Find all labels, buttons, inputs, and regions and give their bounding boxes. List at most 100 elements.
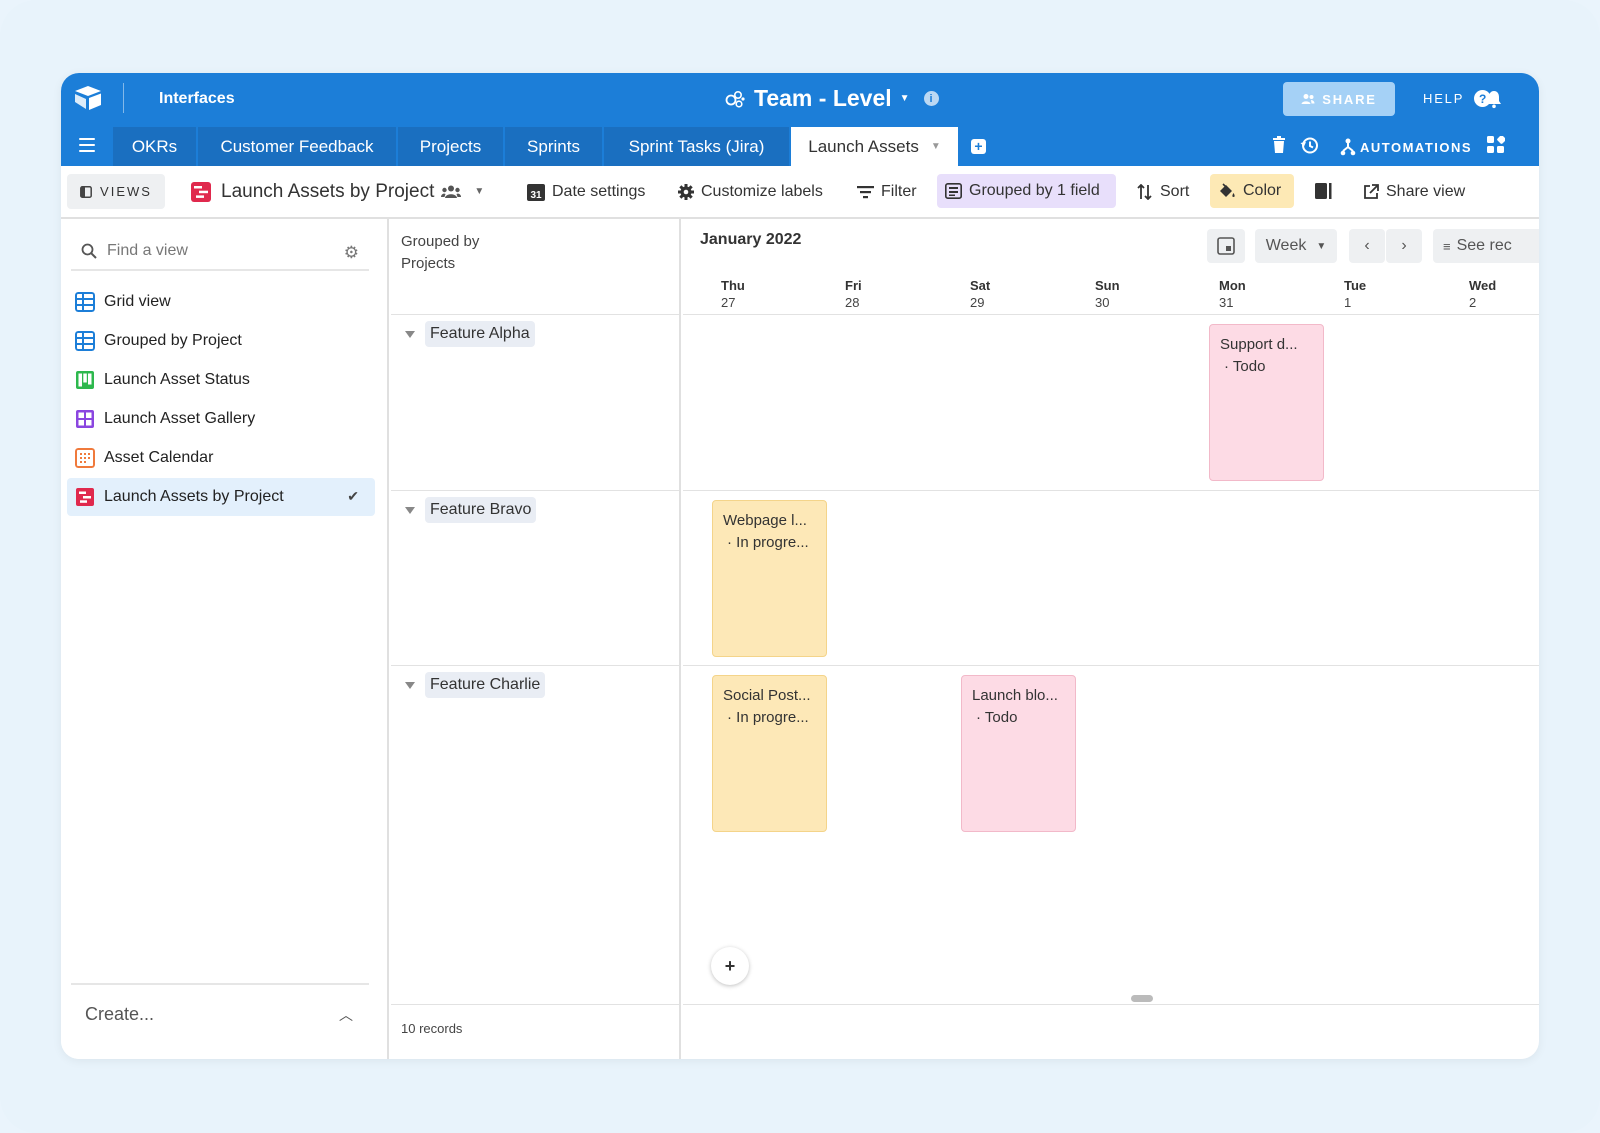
next-button[interactable]: › [1386,229,1422,263]
tab-customer-feedback[interactable]: Customer Feedback [198,127,396,166]
see-records-label: See rec [1456,237,1512,254]
record-card[interactable]: Social Post... · In progre... [712,675,827,832]
view-toolbar: VIEWS Launch Assets by Project ▼ [61,166,1539,219]
help-button[interactable]: HELP ? [1423,90,1492,107]
expand-icon [1217,237,1235,255]
grid-icon [75,331,95,351]
divider [391,490,679,491]
tab-caret-icon[interactable]: ▼ [930,141,941,152]
day-name: Fri [845,278,862,293]
sidebar-item-label: Launch Assets by Project [104,488,284,505]
view-settings-gear-icon[interactable]: ⚙ [343,243,359,262]
card-status: · In progre... [727,534,809,551]
calendar-area: January 2022 Week ▼ ‹ › ≡ See rec Thu 27 … [683,219,1539,1059]
interfaces-link[interactable]: Interfaces [159,90,235,107]
group-button[interactable]: Grouped by 1 field [937,174,1116,208]
add-table-icon[interactable]: + [971,139,986,154]
sidebar-item-launch-asset-gallery[interactable]: Launch Asset Gallery [67,400,375,438]
sidebar-item-asset-calendar[interactable]: Asset Calendar [67,439,375,477]
date-settings-button[interactable]: 31 Date settings [527,166,645,217]
color-label: Color [1243,182,1282,199]
day-name: Sun [1095,278,1120,293]
divider [391,1004,679,1005]
day-date: 30 [1095,295,1110,310]
views-label: VIEWS [100,184,152,199]
customize-labels-label: Customize labels [701,182,823,200]
current-view-selector[interactable]: Launch Assets by Project ▼ [191,166,484,217]
views-toggle-button[interactable]: VIEWS [67,174,165,209]
card-title: Webpage l... [723,512,807,529]
add-record-button[interactable]: + [711,947,749,985]
see-records-button[interactable]: ≡ See rec [1433,229,1539,263]
record-card[interactable]: Webpage l... · In progre... [712,500,827,657]
card-status: · Todo [976,709,1018,726]
people-icon [1301,94,1315,104]
chevron-right-icon: › [1401,237,1407,254]
trash-icon[interactable] [1272,136,1286,154]
sort-button[interactable]: Sort [1137,166,1189,217]
group-column: Grouped by Projects Feature Alpha Featur… [391,219,681,1059]
sidebar-item-grouped-by-project[interactable]: Grouped by Project [67,322,375,360]
scale-dropdown[interactable]: Week ▼ [1255,229,1337,263]
horizontal-scrollbar[interactable] [1131,995,1153,1002]
day-name: Tue [1344,278,1367,293]
tab-label: Customer Feedback [220,136,374,156]
tab-projects[interactable]: Projects [398,127,503,166]
day-name: Thu [721,278,745,293]
collaborative-icon [441,185,462,198]
share-button[interactable]: SHARE [1283,82,1395,116]
group-label: Feature Bravo [425,497,537,523]
tab-sprint-tasks[interactable]: Sprint Tasks (Jira) [604,127,789,166]
day-name: Mon [1219,278,1246,293]
tab-launch-assets[interactable]: Launch Assets ▼ [791,127,958,166]
menu-icon[interactable] [79,138,95,152]
history-icon[interactable] [1300,136,1319,155]
day-header: Sat 29 [970,277,990,311]
create-view-button[interactable]: Create... ︿ [71,983,369,1043]
group-row[interactable]: Feature Alpha [405,321,535,347]
base-title-text: Team - Level [754,85,892,111]
chevron-up-icon: ︿ [339,1007,353,1023]
apps-icon[interactable] [1487,136,1505,154]
expand-button[interactable] [1207,229,1245,263]
row-height-icon[interactable] [1315,182,1333,200]
day-date: 27 [721,295,736,310]
record-card[interactable]: Support d... · Todo [1209,324,1324,481]
customize-labels-button[interactable]: Customize labels [678,166,823,217]
sidebar-item-grid-view[interactable]: Grid view [67,283,375,321]
previous-button[interactable]: ‹ [1349,229,1385,263]
record-card[interactable]: Launch blo... · Todo [961,675,1076,832]
base-title[interactable]: Team - Level ▼ i [724,85,939,112]
automations-button[interactable]: AUTOMATIONS [1340,138,1472,156]
checkmark-icon: ✔ [347,488,359,504]
divider [683,490,1539,491]
sidebar-item-launch-assets-by-project[interactable]: Launch Assets by Project ✔ [67,478,375,516]
filter-button[interactable]: Filter [857,166,917,217]
collapse-triangle-icon[interactable] [405,330,415,338]
day-date: 31 [1219,295,1234,310]
sort-icon [1137,183,1152,200]
find-view-search[interactable]: Find a view ⚙ [71,233,369,271]
card-status: · Todo [1224,358,1266,375]
share-view-label: Share view [1386,182,1466,200]
day-date: 2 [1469,295,1477,310]
color-button[interactable]: Color [1210,174,1294,208]
day-header: Tue 1 [1344,277,1366,311]
card-status: · In progre... [727,709,809,726]
collapse-triangle-icon[interactable] [405,506,415,514]
day-name: Sat [970,278,991,293]
gear-icon [678,183,694,200]
tab-okrs[interactable]: OKRs [113,127,196,166]
group-row[interactable]: Feature Charlie [405,672,546,698]
group-row[interactable]: Feature Bravo [405,497,537,523]
share-view-button[interactable]: Share view [1363,166,1465,217]
airtable-logo-icon[interactable] [73,85,103,111]
info-icon[interactable]: i [923,91,939,106]
tab-label: OKRs [131,136,178,156]
day-date: 28 [845,295,860,310]
bell-icon[interactable] [1484,89,1504,109]
collapse-triangle-icon[interactable] [405,681,415,689]
chevron-left-icon: ‹ [1364,237,1370,254]
tab-sprints[interactable]: Sprints [505,127,602,166]
sidebar-item-launch-asset-status[interactable]: Launch Asset Status [67,361,375,399]
